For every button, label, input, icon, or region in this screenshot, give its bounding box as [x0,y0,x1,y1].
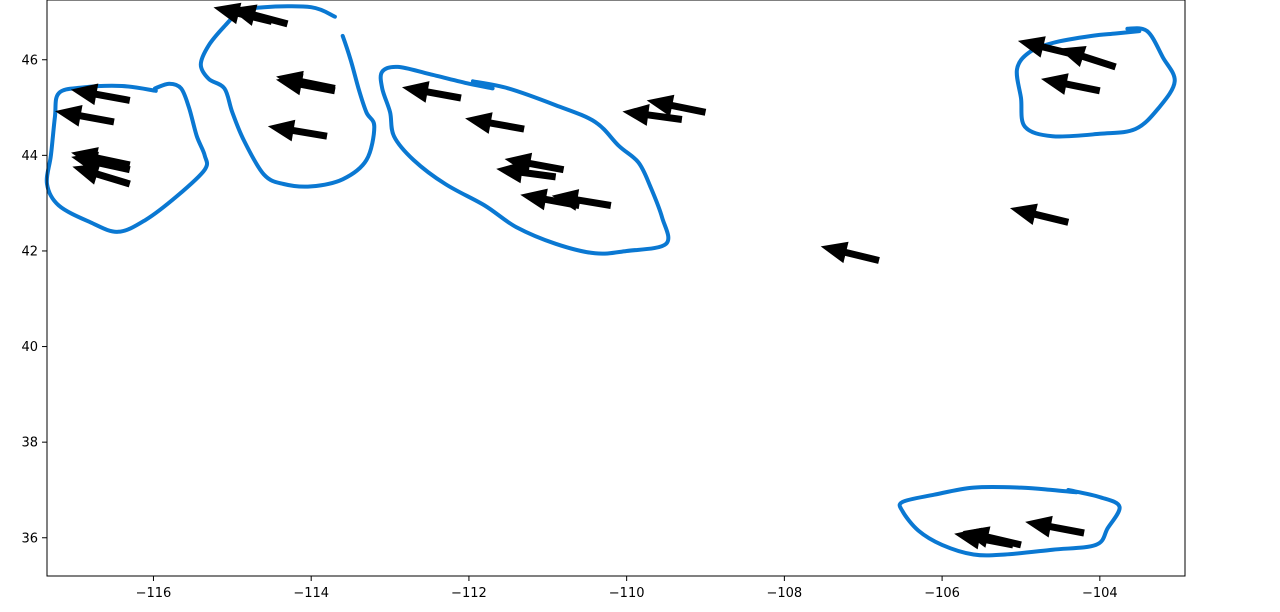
annotation-loop-central [378,64,671,256]
wind-arrow [551,189,612,211]
wind-arrow [622,104,683,126]
wind-arrow [54,104,115,127]
x-tick-label: −108 [767,586,803,601]
x-tick-label: −106 [924,586,960,601]
y-axis: 36 38 40 42 44 46 [21,53,47,546]
x-tick-label: −116 [136,586,172,601]
wind-arrow [1025,515,1085,538]
y-tick-label: 38 [21,436,38,451]
annotation-loop-southeast [897,484,1122,558]
y-tick-label: 46 [21,53,38,68]
annotation-loop-west [44,81,210,234]
x-tick-label: −110 [609,586,645,601]
wind-arrow [465,112,525,134]
wind-arrow [70,83,131,106]
x-axis: −116 −114 −112 −110 −108 −106 −104 [136,576,1118,601]
y-tick-label: 36 [21,531,38,546]
wind-arrow [1040,73,1101,95]
wind-arrow [520,188,580,211]
x-tick-label: −112 [451,586,487,601]
plot-frame [46,0,1186,577]
wind-arrow [72,163,131,188]
annotation-loop-northeast [1014,26,1177,139]
y-tick-label: 44 [21,149,38,164]
wind-arrow [1009,203,1070,226]
wind-arrow [267,119,328,142]
y-tick-label: 42 [21,244,38,259]
x-tick-label: −114 [293,586,329,601]
wind-arrow [504,152,565,175]
wind-arrow [401,81,462,103]
wind-arrow [275,73,336,96]
wind-arrow [496,161,557,184]
wind-arrow [954,527,1014,550]
wind-arrow [71,151,131,174]
arrow-layer [54,2,1117,550]
wind-arrow [1017,36,1078,59]
wind-arrow [646,94,707,117]
x-tick-label: −104 [1082,586,1118,601]
wind-arrow [229,4,289,28]
annotation-layer [44,4,1177,558]
wind-arrow [820,241,880,264]
y-tick-label: 40 [21,340,38,355]
